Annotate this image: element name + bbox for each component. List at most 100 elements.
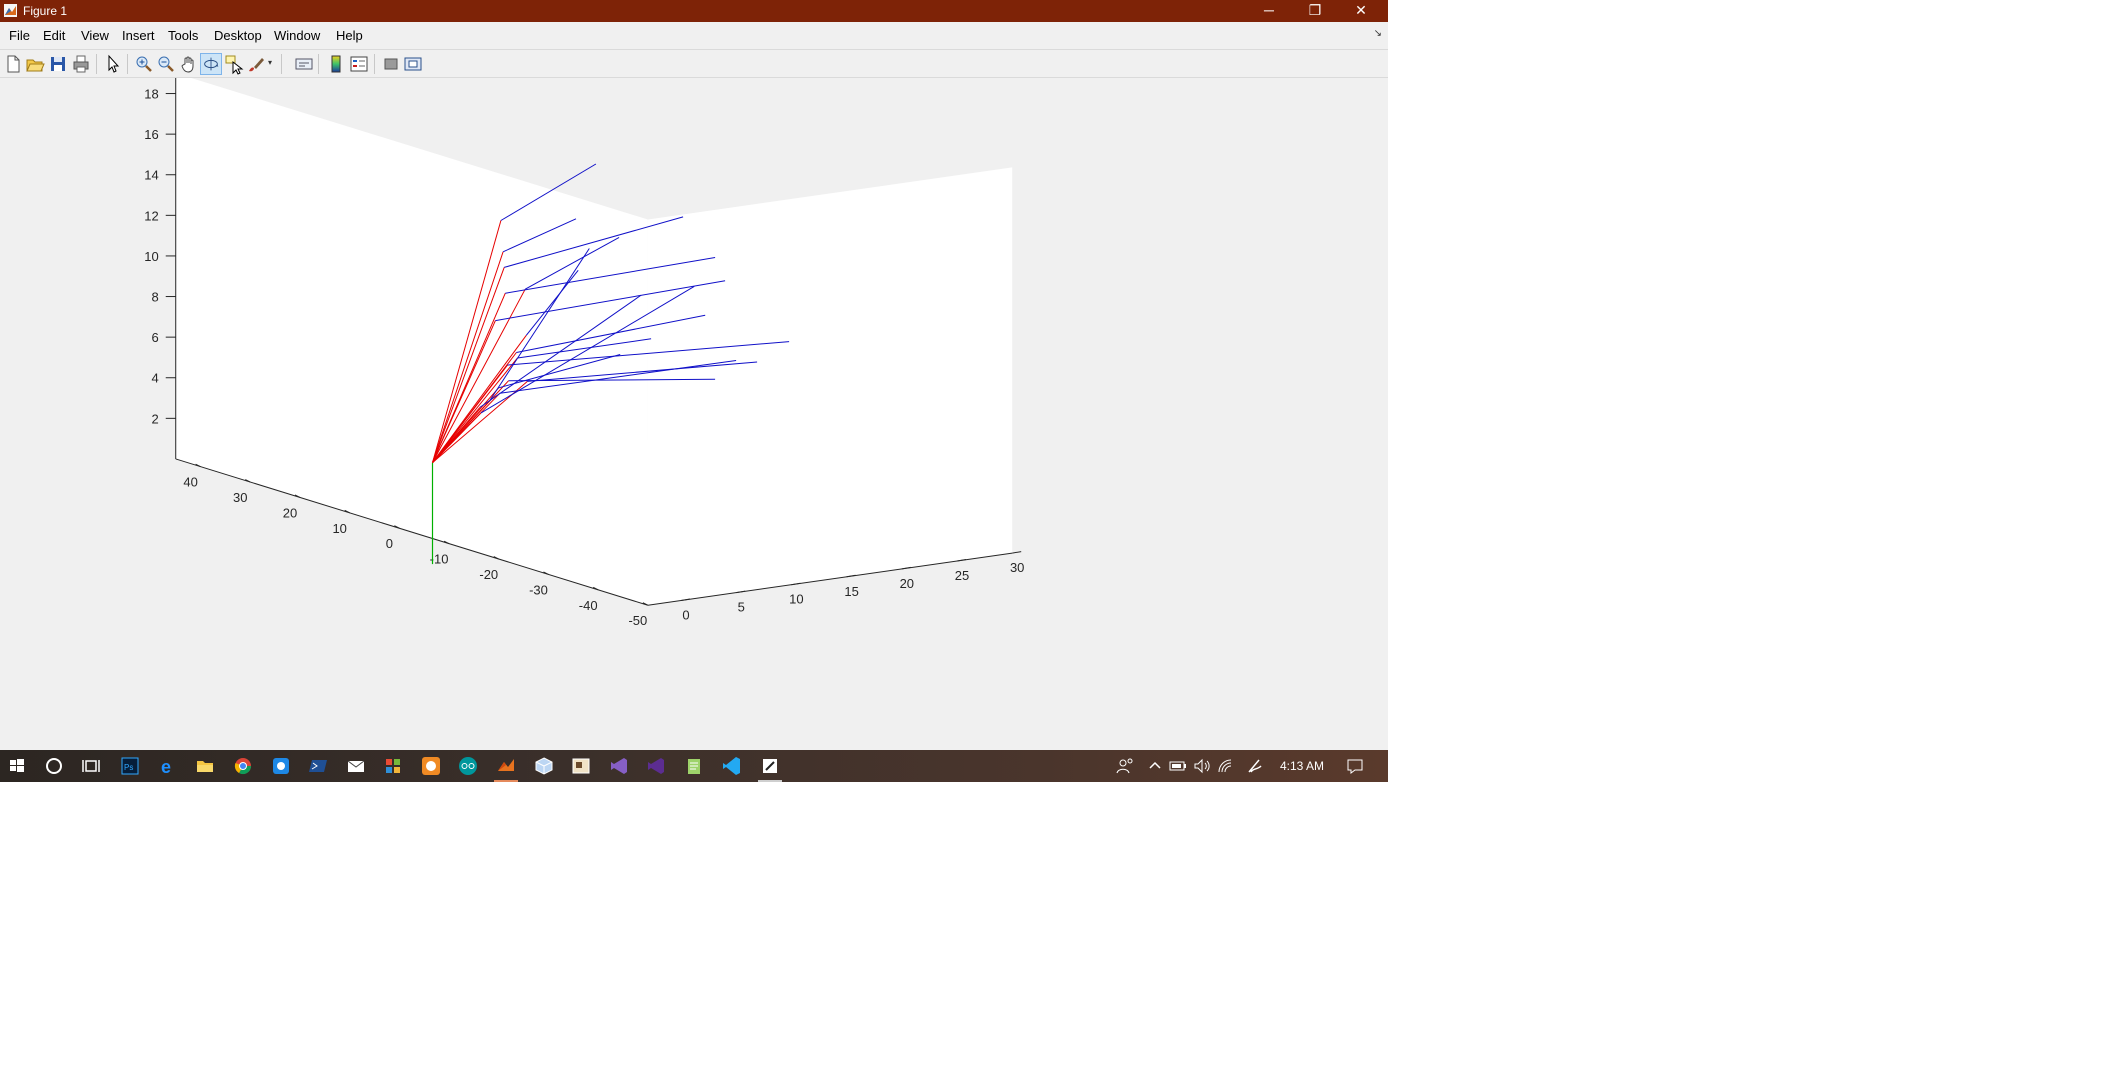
data-cursor-icon[interactable] (223, 53, 245, 75)
visual-studio-preview-icon[interactable] (644, 754, 668, 778)
menu-desktop[interactable]: Desktop (214, 28, 262, 43)
hide-plot-tools-icon[interactable] (380, 53, 402, 75)
x-tick-label: -10 (430, 552, 449, 567)
blue-target-line (499, 360, 737, 394)
app-grid-icon[interactable] (381, 754, 405, 778)
zoom-out-icon[interactable] (155, 53, 177, 75)
red-arm-line (432, 220, 502, 463)
dock-figure-icon[interactable]: ↘ (1373, 28, 1382, 39)
app-orange-icon[interactable] (419, 754, 443, 778)
plot-3d-axes[interactable]: 2 4 6 8 10 12 14 16 18 -50 -40 -30 -20 -10 0 10 20 30 40 0 5… (0, 73, 1388, 750)
start-windows-icon[interactable] (5, 754, 29, 778)
z-tick-label: 8 (151, 290, 158, 305)
red-arm-line (432, 407, 481, 463)
x-tick (195, 463, 201, 468)
y-tick-label: 30 (1010, 560, 1024, 575)
action-center-icon[interactable] (1343, 754, 1367, 778)
save-icon[interactable] (47, 53, 69, 75)
powershell-icon[interactable] (306, 754, 330, 778)
red-arm-line (432, 267, 505, 463)
show-plot-tools-icon[interactable] (402, 53, 424, 75)
x-tick-label: -30 (529, 582, 548, 597)
vscode-icon[interactable] (720, 754, 744, 778)
y-tick (901, 566, 911, 570)
y-tick-label: 5 (738, 600, 745, 615)
app-blue-icon[interactable] (269, 754, 293, 778)
task-view-icon[interactable] (79, 754, 103, 778)
notepad-icon[interactable] (682, 754, 706, 778)
x-tick-label: 20 (283, 505, 297, 520)
blue-target-line (507, 341, 790, 366)
pan-hand-icon[interactable] (178, 53, 200, 75)
restore-button[interactable]: ❐ (1292, 0, 1338, 22)
rotate-3d-icon[interactable] (200, 53, 222, 75)
y-tick-label: 25 (955, 568, 969, 583)
x-tick-label: 10 (332, 521, 346, 536)
edge-icon[interactable]: e (156, 754, 180, 778)
x-tick (592, 586, 599, 591)
edit-plot-arrow-icon[interactable] (102, 53, 124, 75)
matlab-figure-window: Figure 1 ─ ❐ ✕ File Edit View Insert Too… (0, 0, 1388, 782)
close-button[interactable]: ✕ (1338, 0, 1384, 22)
menu-view[interactable]: View (81, 28, 109, 43)
x-tick-label: 0 (386, 536, 393, 551)
app-cube-icon[interactable] (532, 754, 556, 778)
y-tick (736, 590, 746, 594)
snip-icon[interactable] (758, 754, 782, 778)
chrome-icon[interactable] (231, 754, 255, 778)
new-figure-icon[interactable] (2, 53, 24, 75)
arduino-icon[interactable] (456, 754, 480, 778)
menu-edit[interactable]: Edit (43, 28, 66, 43)
red-arm-line (432, 251, 504, 463)
insert-legend-icon[interactable] (348, 53, 370, 75)
photoshop-icon[interactable]: Ps (118, 754, 142, 778)
print-icon[interactable] (70, 53, 92, 75)
y-axis-line (647, 552, 1013, 606)
people-icon[interactable] (1113, 754, 1137, 778)
cortana-search-icon[interactable] (42, 754, 66, 778)
minimize-button[interactable]: ─ (1246, 0, 1292, 22)
brush-dropdown-arrow-icon[interactable]: ▾ (268, 58, 273, 67)
z-tick-label: 16 (144, 127, 158, 142)
active-app-indicator (494, 780, 518, 782)
app-photo-icon[interactable] (569, 754, 593, 778)
clock[interactable]: 4:13 AM (1280, 759, 1325, 773)
minimize-icon: ─ (1264, 2, 1274, 18)
open-file-icon[interactable] (24, 53, 46, 75)
insert-colorbar-icon[interactable] (325, 53, 347, 75)
blue-target-line (489, 248, 590, 401)
x-tick (493, 556, 500, 560)
blue-target-line (480, 285, 695, 414)
battery-icon[interactable] (1166, 754, 1190, 778)
blue-target-line (508, 378, 716, 382)
volume-icon[interactable] (1190, 754, 1214, 778)
z-tick-label: 14 (144, 168, 158, 183)
y-tick-label: 0 (682, 608, 689, 623)
svg-text:e: e (161, 757, 171, 777)
menu-file[interactable]: File (9, 28, 30, 43)
menu-insert[interactable]: Insert (122, 28, 155, 43)
blue-target-line (502, 218, 577, 253)
file-explorer-icon[interactable] (193, 754, 217, 778)
link-plot-icon[interactable] (293, 53, 315, 75)
matlab-icon[interactable] (494, 754, 518, 778)
visual-studio-icon[interactable] (607, 754, 631, 778)
brush-icon[interactable] (245, 53, 267, 75)
zoom-in-icon[interactable] (133, 53, 155, 75)
menu-tools[interactable]: Tools (168, 28, 199, 43)
blue-target-line (524, 236, 620, 290)
toolbar-separator (374, 54, 375, 74)
window-title: Figure 1 (23, 4, 68, 18)
z-tick-label: 4 (151, 371, 158, 386)
x-tick-label: -50 (628, 613, 647, 628)
wifi-icon[interactable] (1215, 754, 1239, 778)
x-tick-label: -20 (479, 567, 498, 582)
chevron-up-icon[interactable] (1143, 754, 1167, 778)
figure-area: 2 4 6 8 10 12 14 16 18 -50 -40 -30 -20 -10 0 10 20 30 40 0 5… (0, 73, 1388, 750)
red-arm-line (432, 357, 518, 463)
mail-icon[interactable] (344, 754, 368, 778)
pen-icon[interactable] (1243, 754, 1267, 778)
y-tick (956, 559, 967, 562)
menu-help[interactable]: Help (336, 28, 363, 43)
menu-window[interactable]: Window (274, 28, 321, 43)
